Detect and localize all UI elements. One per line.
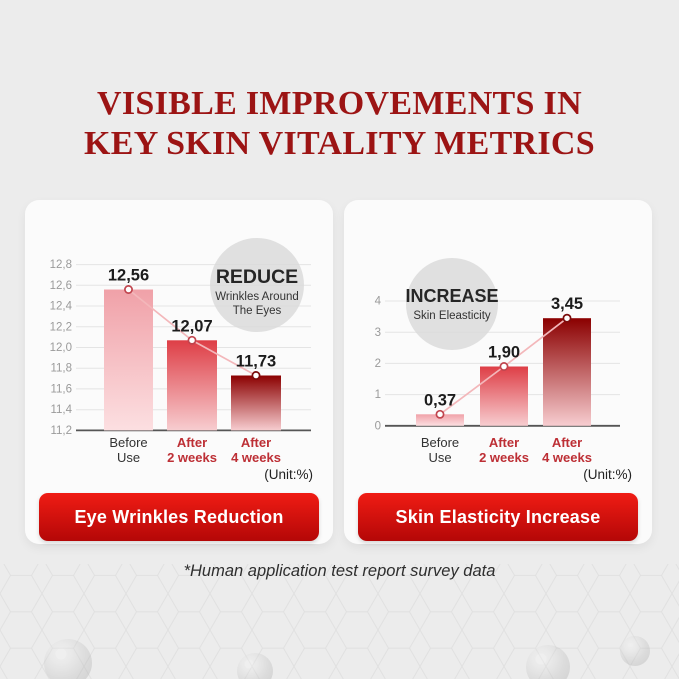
svg-text:3,45: 3,45 xyxy=(551,295,583,313)
svg-text:11,73: 11,73 xyxy=(236,353,276,371)
svg-text:INCREASE: INCREASE xyxy=(405,286,498,306)
svg-text:0,37: 0,37 xyxy=(424,391,456,409)
svg-text:12,6: 12,6 xyxy=(50,280,72,292)
svg-text:After: After xyxy=(177,435,207,450)
svg-text:Before: Before xyxy=(109,435,147,450)
svg-text:11,2: 11,2 xyxy=(50,425,72,437)
svg-text:1: 1 xyxy=(375,389,381,401)
svg-text:Before: Before xyxy=(421,435,459,450)
svg-text:12,0: 12,0 xyxy=(50,342,72,354)
svg-text:After: After xyxy=(241,435,271,450)
svg-text:After: After xyxy=(552,435,582,450)
svg-text:4 weeks: 4 weeks xyxy=(231,450,281,465)
svg-text:2: 2 xyxy=(375,358,381,370)
svg-text:4: 4 xyxy=(375,296,382,308)
svg-text:2 weeks: 2 weeks xyxy=(479,450,529,465)
svg-text:11,6: 11,6 xyxy=(50,383,72,395)
svg-text:4 weeks: 4 weeks xyxy=(542,450,592,465)
svg-text:REDUCE: REDUCE xyxy=(216,266,298,288)
svg-text:Skin Eleasticity: Skin Eleasticity xyxy=(413,310,491,322)
svg-text:12,07: 12,07 xyxy=(171,317,212,335)
svg-text:Use: Use xyxy=(428,450,451,465)
svg-text:The Eyes: The Eyes xyxy=(233,305,282,317)
svg-text:12,2: 12,2 xyxy=(50,321,72,333)
svg-text:11,8: 11,8 xyxy=(50,363,72,375)
svg-text:Use: Use xyxy=(117,450,140,465)
svg-text:2 weeks: 2 weeks xyxy=(167,450,217,465)
svg-text:After: After xyxy=(489,435,519,450)
svg-text:12,8: 12,8 xyxy=(50,259,72,271)
svg-text:Wrinkles Around: Wrinkles Around xyxy=(215,291,299,303)
svg-text:12,4: 12,4 xyxy=(50,301,73,313)
svg-text:11,4: 11,4 xyxy=(50,404,72,416)
svg-text:12,56: 12,56 xyxy=(108,267,149,285)
svg-text:0: 0 xyxy=(375,420,381,432)
svg-text:3: 3 xyxy=(375,327,381,339)
svg-text:1,90: 1,90 xyxy=(488,344,520,362)
